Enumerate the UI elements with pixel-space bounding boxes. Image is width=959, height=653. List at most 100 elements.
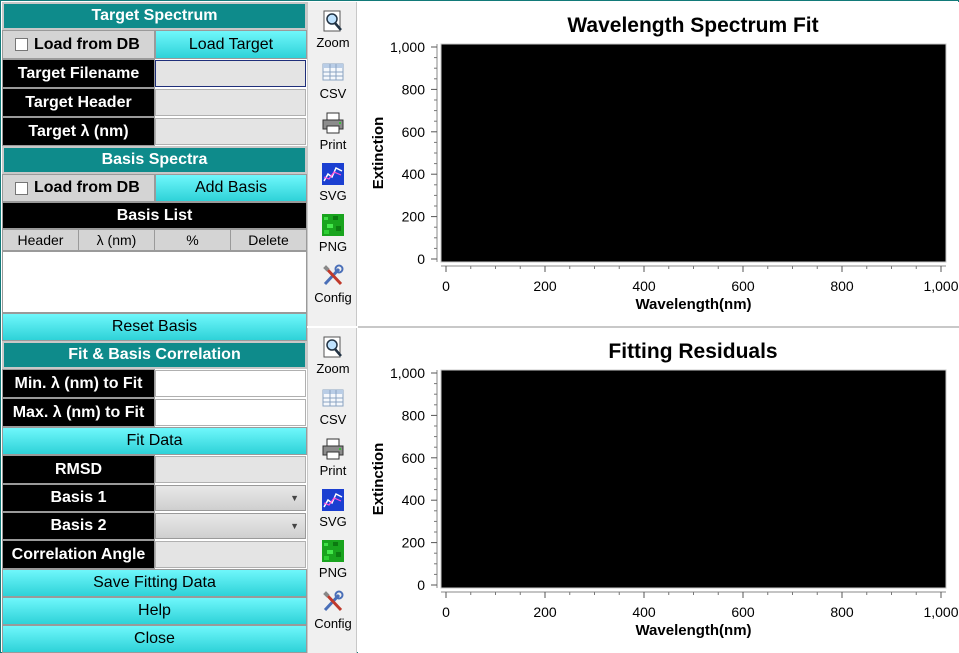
svg-button[interactable]: SVG — [308, 155, 358, 206]
max-lambda-row: Max. λ (nm) to Fit — [2, 398, 307, 427]
y-tick-label: 200 — [402, 209, 426, 225]
png-button[interactable]: PNG — [308, 206, 358, 257]
y-tick-label: 200 — [402, 535, 426, 551]
x-tick-label: 200 — [533, 278, 557, 294]
x-tick-label: 0 — [442, 604, 450, 620]
csv-icon — [322, 63, 344, 81]
y-axis-label: Extinction — [370, 117, 387, 190]
target-spectrum-header: Target Spectrum — [2, 2, 307, 30]
basis1-label: Basis 1 — [2, 484, 155, 512]
checkbox-icon[interactable] — [15, 38, 28, 51]
x-tick-label: 0 — [442, 278, 450, 294]
config-icon — [323, 590, 344, 612]
x-tick-label: 200 — [533, 604, 557, 620]
y-tick-label: 800 — [402, 81, 426, 97]
save-fitting-data-button[interactable]: Save Fitting Data — [2, 569, 307, 597]
print-icon — [322, 438, 344, 460]
chart-divider — [358, 326, 959, 328]
column-header-header[interactable]: Header — [3, 230, 79, 250]
config-button[interactable]: Config — [308, 257, 358, 308]
correlation-angle-row: Correlation Angle — [2, 540, 307, 569]
rmsd-row: RMSD — [2, 455, 307, 484]
csv-button[interactable]: CSV — [308, 379, 358, 430]
config-label: Config — [314, 290, 352, 305]
close-button[interactable]: Close — [2, 625, 307, 653]
basis1-row: Basis 1 ▼ — [2, 484, 307, 512]
reset-basis-button[interactable]: Reset Basis — [2, 313, 307, 341]
max-lambda-input[interactable] — [155, 399, 306, 426]
basis-load-from-db-label: Load from DB — [34, 179, 140, 196]
csv-label: CSV — [319, 86, 347, 101]
help-button[interactable]: Help — [2, 597, 307, 625]
print-label: Print — [319, 137, 347, 152]
plot-area[interactable] — [440, 43, 947, 263]
print-button[interactable]: Print — [308, 430, 358, 481]
correlation-angle-field — [155, 541, 306, 568]
svg-label: SVG — [319, 188, 347, 203]
add-basis-button[interactable]: Add Basis — [155, 174, 307, 202]
rmsd-field — [155, 456, 306, 483]
config-label: Config — [314, 616, 352, 631]
basis-list-title: Basis List — [2, 202, 307, 229]
x-axis-label: Wavelength(nm) — [635, 296, 751, 313]
max-lambda-label: Max. λ (nm) to Fit — [2, 398, 155, 427]
target-filename-field[interactable] — [155, 60, 306, 87]
spectrum-fit-plot[interactable]: Wavelength Spectrum Fit 0 200 400 600 800 1,00… — [358, 2, 959, 326]
target-lambda-row: Target λ (nm) — [2, 117, 307, 146]
basis1-select[interactable]: ▼ — [155, 485, 306, 511]
spectrum-fit-chart[interactable]: Wavelength Spectrum Fit 0 200 400 600 800 1,00… — [358, 2, 959, 326]
x-tick-label: 1,000 — [923, 278, 958, 294]
load-target-button[interactable]: Load Target — [155, 30, 307, 59]
csv-button[interactable]: CSV — [308, 53, 358, 104]
target-load-from-db-label: Load from DB — [34, 35, 140, 53]
y-tick-label: 1,000 — [390, 39, 425, 55]
y-axis-label: Extinction — [370, 443, 387, 516]
target-header-row: Target Header — [2, 88, 307, 117]
zoom-button[interactable]: Zoom — [308, 328, 358, 379]
target-lambda-field — [155, 118, 306, 145]
y-tick-label: 1,000 — [390, 365, 425, 381]
config-icon — [323, 264, 344, 286]
column-header-lambda[interactable]: λ (nm) — [79, 230, 155, 250]
basis2-label: Basis 2 — [2, 512, 155, 540]
y-tick-label: 600 — [402, 450, 426, 466]
y-tick-label: 400 — [402, 166, 426, 182]
png-button[interactable]: PNG — [308, 532, 358, 583]
basis2-row: Basis 2 ▼ — [2, 512, 307, 540]
chart-toolbar-bottom: Zoom CSV Print — [307, 328, 357, 653]
x-tick-label: 800 — [830, 278, 854, 294]
x-tick-label: 800 — [830, 604, 854, 620]
chart-toolbar-top: Zoom CSV Print — [307, 2, 357, 326]
residuals-chart[interactable]: Fitting Residuals 0 200 400 600 800 1,000 0 200 4… — [358, 328, 959, 653]
basis-list-table[interactable] — [2, 251, 307, 313]
min-lambda-input[interactable] — [155, 370, 306, 397]
zoom-button[interactable]: Zoom — [308, 2, 358, 53]
fit-correlation-header: Fit & Basis Correlation — [2, 341, 307, 369]
fit-data-button[interactable]: Fit Data — [2, 427, 307, 455]
x-axis-label: Wavelength(nm) — [635, 622, 751, 639]
y-tick-label: 600 — [402, 124, 426, 140]
print-button[interactable]: Print — [308, 104, 358, 155]
column-header-delete[interactable]: Delete — [248, 232, 289, 248]
y-tick-label: 800 — [402, 407, 426, 423]
chevron-down-icon: ▼ — [290, 521, 299, 531]
print-icon — [322, 112, 344, 134]
column-header-percent[interactable]: % — [155, 230, 231, 250]
residuals-plot[interactable]: Fitting Residuals 0 200 400 600 800 1,000 0 200 4… — [358, 328, 959, 653]
min-lambda-row: Min. λ (nm) to Fit — [2, 369, 307, 398]
checkbox-icon[interactable] — [15, 181, 28, 195]
csv-icon — [322, 389, 344, 407]
basis-load-from-db-checkbox[interactable]: Load from DB — [2, 174, 155, 202]
basis2-select[interactable]: ▼ — [155, 513, 306, 539]
chart-title: Wavelength Spectrum Fit — [567, 14, 818, 37]
plot-area[interactable] — [440, 369, 947, 589]
png-icon — [322, 540, 344, 562]
target-load-from-db-checkbox[interactable]: Load from DB — [2, 30, 155, 59]
target-load-row: Load from DB Load Target — [2, 30, 307, 59]
target-header-label: Target Header — [2, 88, 155, 117]
config-button[interactable]: Config — [308, 583, 358, 634]
x-tick-label: 400 — [632, 278, 656, 294]
svg-icon — [322, 489, 344, 511]
svg-button[interactable]: SVG — [308, 481, 358, 532]
basis-spectra-header: Basis Spectra — [2, 146, 307, 174]
